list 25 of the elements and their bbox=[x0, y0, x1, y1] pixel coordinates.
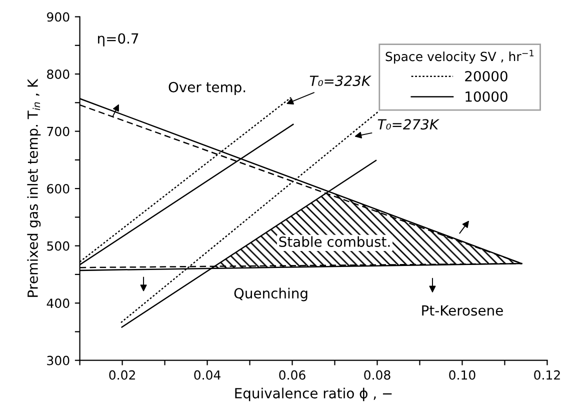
annotation: T₀=273K bbox=[378, 119, 440, 130]
annotation: T₀=323K bbox=[310, 76, 372, 86]
annotation: Pt-Kerosene bbox=[422, 305, 503, 316]
y-tick-label: 900 bbox=[47, 12, 70, 22]
y-tick-label: 700 bbox=[47, 126, 70, 136]
annotation: Stable combust. bbox=[279, 236, 390, 247]
x-tick-label: 0.10 bbox=[449, 370, 476, 380]
annotation: η=0.7 bbox=[98, 33, 138, 46]
x-tick-label: 0.12 bbox=[534, 370, 560, 380]
x-tick-label: 0.02 bbox=[109, 370, 135, 380]
y-tick-label: 400 bbox=[46, 298, 70, 308]
x-tick-label: 0.08 bbox=[364, 370, 390, 380]
y-tick-label: 600 bbox=[47, 184, 70, 194]
x-tick-label: 0.06 bbox=[279, 370, 306, 380]
x-tick-label: 0.04 bbox=[194, 370, 220, 380]
legend-label: 10000 bbox=[466, 91, 508, 102]
x-axis-title: Equivalence ratio ϕ , − bbox=[235, 388, 392, 402]
legend-label: 20000 bbox=[465, 70, 508, 82]
annotation: Quenching bbox=[234, 288, 308, 302]
y-tick-label: 500 bbox=[47, 241, 70, 251]
annotation: Over temp. bbox=[168, 82, 246, 96]
y-tick-label: 800 bbox=[47, 69, 70, 79]
y-tick-label: 300 bbox=[47, 356, 70, 366]
y-axis-title: Premixed gas inlet temp. T$_{in}$ , K bbox=[27, 78, 41, 297]
legend-title: Space velocity SV , hr$^{−1}$ bbox=[386, 50, 534, 64]
